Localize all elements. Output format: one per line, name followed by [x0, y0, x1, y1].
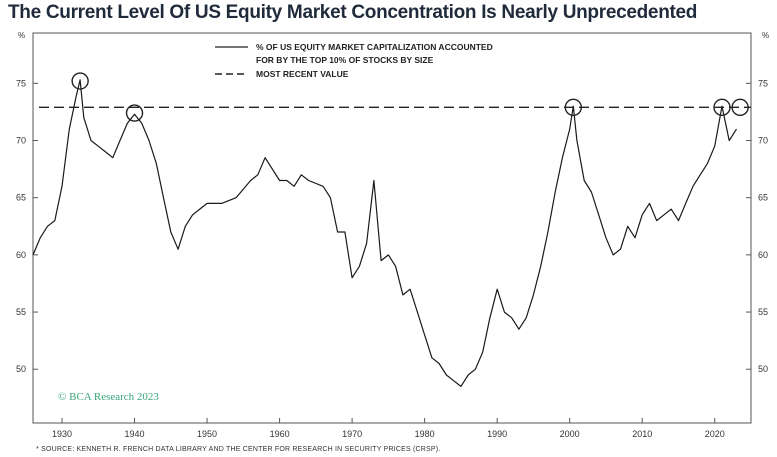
y-tick-label-left: 60	[16, 250, 26, 260]
y-tick-label-right: 70	[758, 136, 768, 146]
y-tick-label-left: 75	[16, 78, 26, 88]
legend: % OF US EQUITY MARKET CAPITALIZATION ACC…	[215, 42, 493, 79]
legend-label-1b: FOR BY THE TOP 10% OF STOCKS BY SIZE	[256, 55, 434, 65]
highlight-circle	[125, 104, 144, 122]
legend-label-1a: % OF US EQUITY MARKET CAPITALIZATION ACC…	[256, 42, 493, 52]
watermark: © BCA Research 2023	[58, 391, 159, 403]
highlight-circle	[71, 72, 89, 90]
y-tick-label-right: 55	[758, 307, 768, 317]
y-unit-left: %	[18, 31, 25, 40]
x-tick-label: 2020	[705, 429, 725, 439]
y-tick-label-right: 50	[758, 364, 768, 374]
y-tick-label-right: 75	[758, 78, 768, 88]
y-tick-label-right: 60	[758, 250, 768, 260]
series-group	[32, 79, 751, 387]
source-note: * SOURCE: KENNETH R. FRENCH DATA LIBRARY…	[36, 446, 441, 453]
x-tick-label: 1940	[125, 429, 145, 439]
y-unit-right: %	[762, 31, 769, 40]
y-tick-label-left: 65	[16, 193, 26, 203]
y-tick-label-left: 55	[16, 307, 26, 317]
x-tick-label: 1970	[342, 429, 362, 439]
legend-label-2: MOST RECENT VALUE	[256, 69, 349, 79]
highlight-markers	[71, 72, 749, 122]
chart-title: The Current Level Of US Equity Market Co…	[8, 2, 698, 23]
x-tick-label: 1960	[270, 429, 290, 439]
x-tick-label: 2000	[560, 429, 580, 439]
highlight-circle	[564, 98, 583, 117]
plot-frame	[32, 32, 752, 424]
series-concentration-line	[32, 79, 738, 387]
x-tick-label: 1990	[487, 429, 507, 439]
x-tick-label: 1930	[52, 429, 72, 439]
x-tick-label: 1980	[415, 429, 435, 439]
x-tick-label: 1950	[197, 429, 217, 439]
y-tick-label-right: 65	[758, 193, 768, 203]
highlight-circle	[731, 98, 749, 117]
x-tick-label: 2010	[632, 429, 652, 439]
y-tick-label-left: 70	[16, 136, 26, 146]
axis-ticks: 50 50 55 55 60 60 65 65 70 70 75 75 1930 1940 1950 1960…	[16, 78, 768, 439]
highlight-circle	[713, 98, 731, 117]
y-tick-label-left: 50	[16, 364, 26, 374]
